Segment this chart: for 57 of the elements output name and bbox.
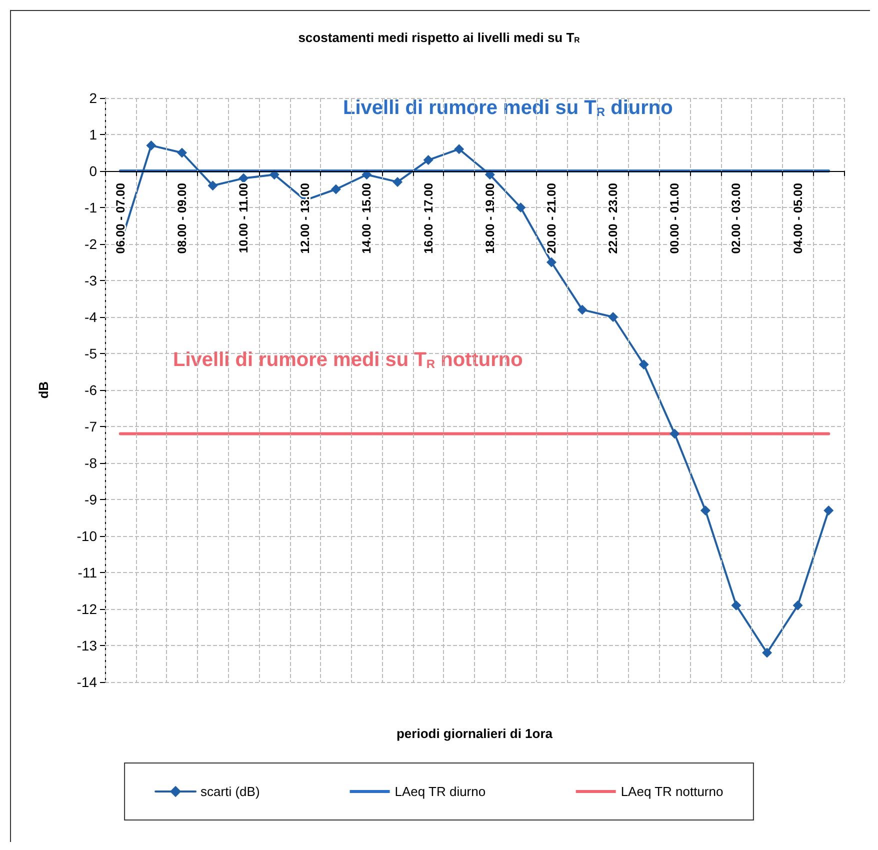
point — [208, 180, 218, 191]
y-tick-label: -5 — [84, 346, 98, 362]
y-tick-label: -13 — [76, 638, 98, 654]
x-tick-label: 22.00 - 23.00 — [606, 182, 620, 254]
point — [484, 170, 495, 180]
point — [269, 170, 280, 180]
y-tick-label: -7 — [84, 418, 98, 434]
point — [392, 176, 403, 187]
x-tick-label: 20.00 - 21.00 — [544, 182, 558, 254]
y-tick-label: -1 — [84, 200, 98, 216]
x-tick-label: 10.00 - 11.00 — [236, 182, 251, 254]
y-tick-label: -4 — [84, 309, 98, 325]
y-tick-label: 1 — [89, 126, 98, 142]
point — [700, 505, 710, 516]
y-tick-label: -12 — [76, 601, 98, 617]
point — [516, 202, 526, 212]
y-tick-label: -2 — [84, 236, 98, 252]
point — [454, 144, 464, 154]
point — [638, 359, 649, 370]
point — [608, 312, 618, 322]
point — [423, 155, 434, 166]
y-tick-label: -6 — [84, 382, 98, 398]
point — [330, 184, 341, 194]
y-tick-label: 2 — [89, 90, 98, 106]
y-tick-label: -10 — [76, 528, 98, 544]
legend-label: LAeq TR notturno — [620, 784, 724, 799]
x-axis-title: periodi giornalieri di 1ora — [396, 726, 554, 741]
x-tick-label: 04.00 - 05.00 — [790, 182, 805, 254]
point — [238, 173, 249, 184]
x-tick-label: 00.00 - 01.00 — [668, 182, 682, 254]
legend-label: scarti (dB) — [200, 784, 260, 799]
point — [577, 304, 588, 315]
point — [176, 148, 187, 158]
point — [824, 505, 834, 516]
x-tick-label: 14.00 - 15.00 — [360, 182, 374, 254]
y-tick-label: -8 — [84, 455, 98, 471]
x-tick-label: 18.00 - 19.00 — [482, 182, 497, 254]
x-tick-label: 16.00 - 17.00 — [421, 182, 436, 254]
point — [731, 600, 742, 610]
x-tick-label: 12.00 - 13.00 — [298, 182, 312, 254]
annotation: Livelli di rumore medi su TR notturno — [173, 349, 523, 371]
point — [792, 600, 803, 610]
y-tick-label: -11 — [78, 564, 98, 580]
x-tick-label: 08.00 - 09.00 — [174, 182, 189, 254]
x-tick-label: 06.00 - 07.00 — [113, 182, 128, 254]
point — [670, 428, 680, 439]
point — [762, 648, 772, 658]
legend-label: LAeq TR diurno — [394, 784, 486, 799]
point — [546, 257, 556, 268]
point — [146, 140, 156, 150]
x-tick-label: 02.00 - 03.00 — [729, 182, 744, 254]
y-tick-label: -14 — [76, 674, 98, 690]
y-tick-label: -9 — [84, 492, 98, 508]
y-tick-label: 0 — [89, 163, 98, 179]
y-axis-title: dB — [36, 381, 51, 399]
y-tick-label: -3 — [84, 272, 98, 288]
point — [362, 170, 372, 180]
